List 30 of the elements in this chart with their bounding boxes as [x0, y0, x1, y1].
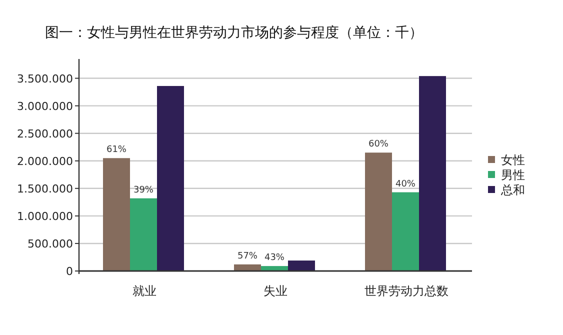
bar: [157, 86, 184, 271]
annotation: 39%: [133, 185, 154, 196]
y-tick-label: 1.000.000: [17, 210, 73, 223]
chart-title: 图一：女性与男性在世界劳动力市场的参与程度（单位：千）: [45, 25, 423, 41]
bar: [392, 192, 419, 271]
y-tick-label: 3.000.000: [17, 100, 73, 113]
bar: [234, 264, 261, 271]
annotation: 61%: [106, 145, 127, 156]
y-tick-label: 2.000.000: [17, 154, 73, 168]
annotation: 57%: [237, 251, 258, 262]
bar: [130, 198, 157, 271]
bar: [419, 76, 446, 271]
annotation: 40%: [395, 179, 416, 190]
y-tick-label: 1.500.000: [17, 182, 73, 196]
legend-label: 男性: [501, 168, 525, 182]
y-tick-label: 2.500.000: [17, 127, 73, 140]
legend-label: 总和: [500, 183, 525, 197]
annotation: 60%: [368, 140, 389, 150]
x-tick-label: 失业: [264, 284, 288, 298]
y-tick-label: 0: [66, 265, 73, 278]
bar: [288, 260, 315, 271]
bar: [261, 266, 288, 271]
x-tick-label: 世界劳动力总数: [364, 284, 448, 298]
bar: [365, 152, 392, 271]
x-tick-label: 就业: [132, 284, 156, 298]
annotation: 43%: [264, 253, 285, 264]
legend-label: 女性: [501, 153, 525, 167]
y-tick-label: 3.500.000: [17, 72, 73, 86]
bar: [103, 158, 130, 271]
y-tick-label: 500.000: [28, 237, 73, 250]
